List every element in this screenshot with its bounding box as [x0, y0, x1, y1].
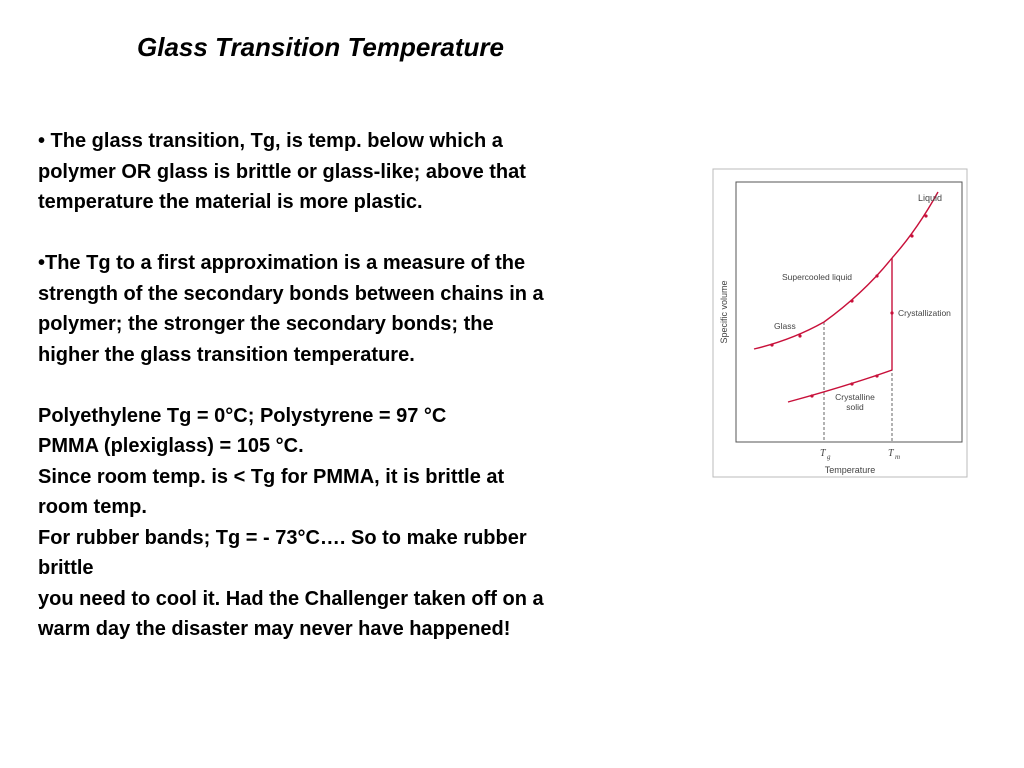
text-line: Polyethylene Tg = 0°C; Polystyrene = 97 …: [38, 404, 447, 427]
curve-marker: [850, 299, 854, 303]
text-line: strength of the secondary bonds between …: [38, 282, 544, 305]
y-axis-label: Specific volume: [719, 280, 729, 343]
supercooled-liquid-label: Supercooled liquid: [782, 272, 852, 282]
text-line: • The glass transition, Tg, is temp. bel…: [38, 130, 503, 152]
x-axis-label: Temperature: [825, 465, 876, 475]
curve-marker: [850, 382, 854, 386]
curve-marker: [875, 374, 879, 378]
text-line: •The Tg to a first approximation is a me…: [38, 252, 526, 274]
crystalline-label-line2: solid: [846, 402, 864, 412]
text-line: temperature the material is more plastic…: [38, 191, 423, 213]
tm-tick-label: T m: [888, 448, 900, 461]
text-line: Since room temp. is < Tg for PMMA, it is…: [38, 465, 505, 488]
tm-subscript: m: [895, 453, 900, 461]
crystalline-solid-curve: [787, 369, 893, 403]
text-line: you need to cool it. Had the Challenger …: [38, 587, 544, 610]
text-line: polymer OR glass is brittle or glass-lik…: [38, 160, 526, 183]
tg-subscript: g: [827, 453, 831, 461]
curve-marker: [924, 214, 928, 218]
glass-label: Glass: [774, 321, 796, 331]
curve-marker: [810, 394, 814, 398]
text-line: higher the glass transition temperature.: [38, 343, 415, 366]
curve-marker: [798, 334, 802, 338]
tg-tick-label: T g: [820, 448, 831, 461]
text-line: warm day the disaster may never have hap…: [38, 618, 511, 640]
slide-title: Glass Transition Temperature: [137, 32, 505, 62]
crystalline-label-line1: Crystalline: [835, 392, 875, 402]
text-line: brittle: [38, 557, 94, 579]
paragraph-gap: [38, 370, 698, 401]
slide-body: • The glass transition, Tg, is temp. bel…: [38, 126, 698, 645]
text-line: For rubber bands; Tg = - 73°C…. So to ma…: [38, 526, 527, 549]
liquid-curve: [891, 191, 939, 259]
supercooled-liquid-curve: [823, 257, 893, 323]
curve-marker: [875, 274, 879, 278]
paragraph-gap: [38, 218, 698, 249]
curve-marker: [770, 343, 774, 347]
figure-border: [712, 168, 968, 478]
plot-frame: [735, 181, 963, 443]
curve-marker: [890, 311, 894, 315]
text-line: room temp.: [38, 496, 147, 518]
specific-volume-diagram: Liquid Supercooled liquid Glass Crystall…: [712, 168, 968, 478]
glass-curve: [753, 321, 825, 350]
curve-marker: [910, 234, 914, 238]
curve-markers: [770, 214, 928, 398]
liquid-label: Liquid: [918, 193, 942, 203]
crystallization-label: Crystallization: [898, 308, 951, 318]
text-line: PMMA (plexiglass) = 105 °C.: [38, 435, 304, 457]
tg-symbol: T: [820, 448, 827, 459]
tm-symbol: T: [888, 448, 895, 459]
text-line: polymer; the stronger the secondary bond…: [38, 313, 494, 335]
diagram-svg: Liquid Supercooled liquid Glass Crystall…: [712, 168, 968, 478]
